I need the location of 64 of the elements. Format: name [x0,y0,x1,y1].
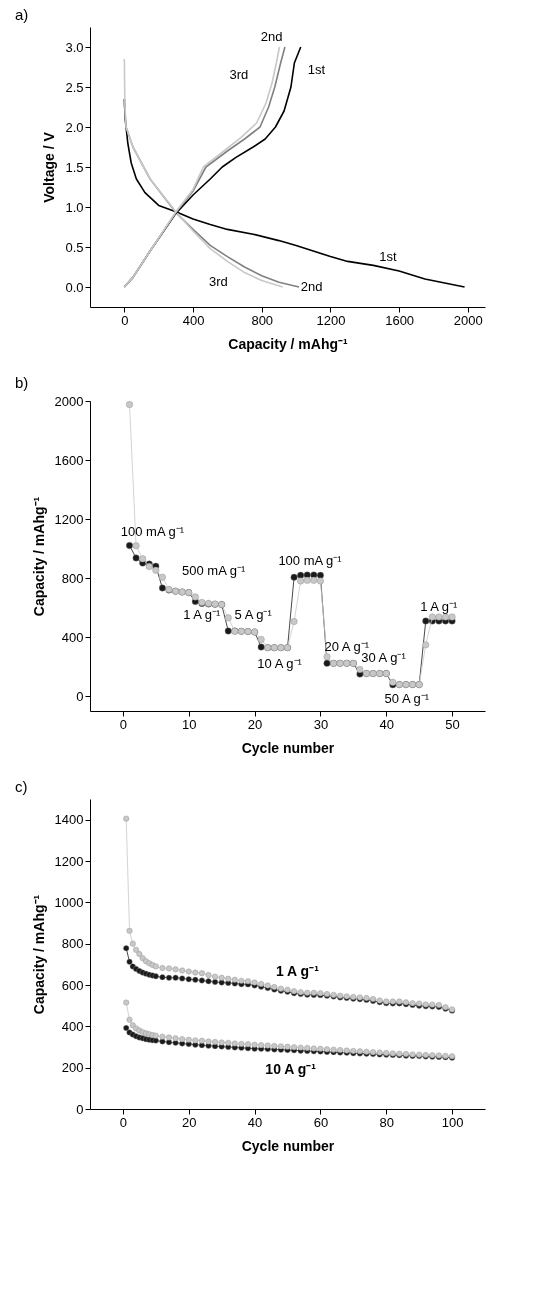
annotation: 10 A g⁻¹ [257,655,303,671]
annotation: 1st [379,249,397,265]
annotation: 2nd [260,28,283,44]
x-tick-label: 0 [119,1114,128,1130]
x-tick-label: 100 [441,1114,464,1130]
x-tick-label: 30 [313,716,329,732]
y-tick-label: 0.0 [65,279,84,295]
y-tick-label: 1600 [54,452,84,468]
y-tick-label: 0.5 [65,239,84,255]
chart-title: a) [15,6,29,23]
x-tick-label: 1600 [385,312,415,328]
y-tick-label: 3.0 [65,39,84,55]
x-tick-label: 1200 [316,312,346,328]
annotation: 1 A g⁻¹ [183,606,222,622]
y-tick-label: 800 [61,570,84,586]
x-tick-label: 40 [379,716,394,732]
y-axis-title: Capacity / mAhg⁻¹ [30,496,47,617]
x-tick-label: 10 [182,716,197,732]
x-tick-label: 80 [379,1114,394,1130]
annotation: 3rd [208,273,228,289]
annotation: 1 A g⁻¹ [275,962,320,979]
x-tick-label: 400 [182,312,205,328]
annotation: 500 mA g⁻¹ [182,562,246,578]
annotation: 1 A g⁻¹ [420,598,459,614]
annotation: 5 A g⁻¹ [234,607,273,623]
annotation: 2nd [300,279,323,295]
annotation: 3rd [229,66,249,82]
x-tick-label: 2000 [453,312,483,328]
y-tick-label: 1000 [54,894,84,910]
y-tick-label: 1200 [54,511,84,527]
y-tick-label: 600 [61,977,84,993]
y-tick-label: 2.5 [65,79,84,95]
y-tick-label: 1200 [54,853,84,869]
y-tick-label: 800 [61,936,84,952]
x-axis-title: Cycle number [241,1137,335,1154]
x-tick-label: 60 [313,1114,329,1130]
y-tick-label: 2.0 [65,119,84,135]
y-tick-label: 1.5 [65,159,84,175]
x-tick-label: 800 [251,312,274,328]
y-tick-label: 2000 [54,393,84,409]
y-tick-label: 400 [61,629,84,645]
annotation: 10 A g⁻¹ [265,1060,317,1077]
annotation: 1st [307,62,326,78]
x-tick-label: 40 [247,1114,263,1130]
annotation: 100 mA g⁻¹ [278,552,343,568]
x-tick-label: 20 [182,1114,197,1130]
x-tick-label: 0 [121,312,129,328]
chart-title: c) [15,778,28,795]
x-axis-title: Cycle number [241,739,335,756]
x-tick-label: 50 [445,716,460,732]
x-axis-title: Capacity / mAhg⁻¹ [228,335,349,352]
y-tick-label: 400 [61,1018,84,1034]
y-axis-title: Capacity / mAhg⁻¹ [30,894,47,1015]
y-tick-label: 1.0 [65,199,84,215]
y-tick-label: 200 [61,1060,84,1076]
annotation: 50 A g⁻¹ [384,691,430,707]
x-tick-label: 20 [247,716,263,732]
x-tick-label: 0 [119,716,128,732]
y-tick-label: 0 [76,1101,84,1117]
annotation: 100 mA g⁻¹ [120,524,185,540]
y-tick-label: 1400 [54,812,84,828]
y-tick-label: 0 [76,688,84,704]
y-axis-title: Voltage / V [41,131,58,203]
chart-title: b) [15,374,29,391]
